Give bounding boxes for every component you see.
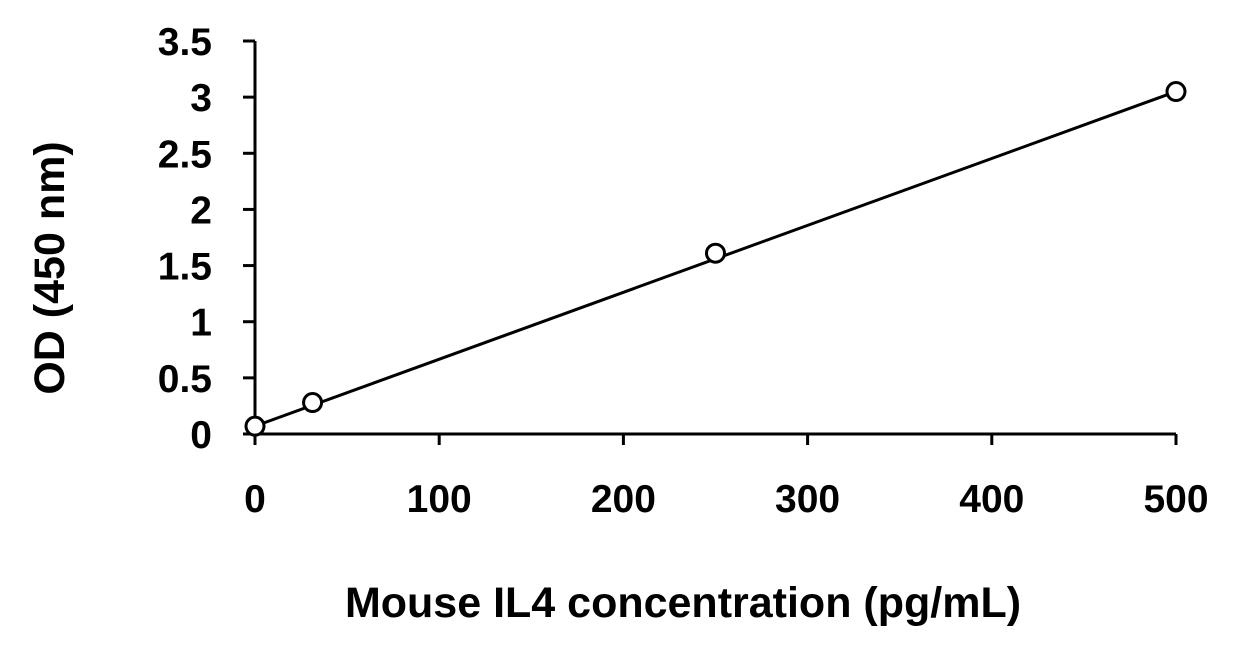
data-point [1165,81,1187,103]
x-tick-label: 0 [244,478,266,521]
data-point [302,392,324,414]
x-axis-title: Mouse IL4 concentration (pg/mL) [345,579,1021,627]
data-point [244,415,266,437]
y-tick-label: 3 [190,77,212,120]
y-axis-title: OD (450 nm) [26,141,74,394]
x-tick-label: 100 [407,478,472,521]
y-tick-label: 0 [190,414,212,457]
y-tick-label: 1 [190,302,212,345]
y-tick-label: 2 [190,189,212,232]
tick-labels-layer: 0 100 200 300 400 500 0 0.5 1 1.5 2 2.5 3 3.5 [158,21,1209,521]
data-point [705,242,726,264]
y-tick-label: 0.5 [158,358,212,401]
data-points-layer [244,81,1187,437]
axes [243,39,1178,445]
y-tick-label: 2.5 [158,133,212,176]
x-tick-label: 400 [959,478,1024,521]
x-tick-label: 500 [1143,478,1208,521]
x-tick-label: 300 [775,478,840,521]
x-tick-label: 200 [591,478,656,521]
y-tick-label: 1.5 [158,246,212,289]
y-tick-label: 3.5 [158,21,212,64]
